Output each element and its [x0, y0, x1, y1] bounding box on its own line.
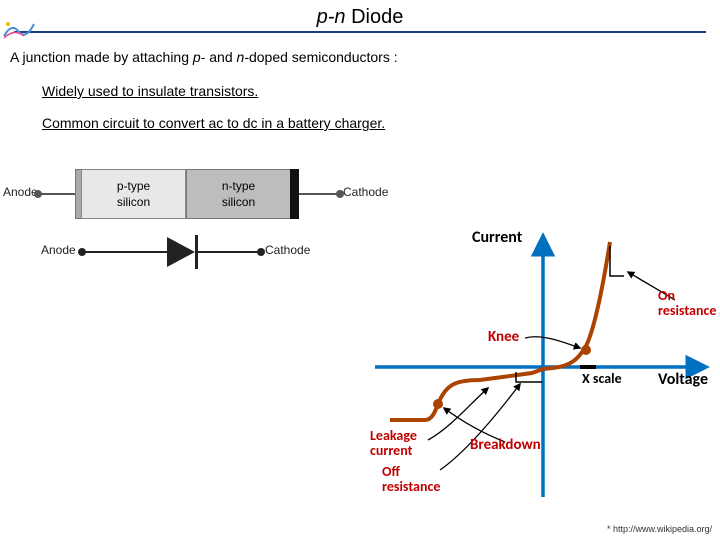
symbol-wire-left: [83, 251, 167, 253]
off-resistance-label: Off resistance: [382, 464, 440, 495]
intro-text: A junction made by attaching p- and n-do…: [10, 49, 710, 65]
on-slope-mark: [610, 246, 624, 276]
leakage-label: Leakage current: [370, 428, 417, 459]
p-type-block: p-type silicon: [81, 169, 186, 219]
xscale-label: X scale: [582, 370, 622, 387]
anode-label-1: Anode: [3, 185, 38, 199]
on-resistance-label: On resistance: [658, 288, 716, 319]
intro-pre: A junction made by attaching: [10, 49, 193, 65]
leak-l2: current: [370, 442, 412, 459]
ptype-line1: p-type: [117, 179, 150, 193]
cathode-label-1: Cathode: [343, 185, 388, 199]
knee-arrow: [525, 337, 580, 348]
logo-icon: [2, 18, 36, 40]
page-title: p-n Diode: [317, 6, 404, 29]
voltage-label: Voltage: [658, 370, 708, 389]
knee-point: [581, 345, 591, 355]
title-rest: Diode: [346, 6, 404, 28]
current-label: Current: [472, 228, 522, 247]
title-pn: p-n: [317, 6, 346, 28]
content-area: A junction made by attaching p- and n-do…: [0, 33, 720, 131]
onres-l2: resistance: [658, 302, 716, 319]
ptype-line2: silicon: [117, 195, 150, 209]
breakdown-label: Breakdown: [470, 436, 541, 454]
off-resistance-arrow: [440, 384, 520, 470]
cathode-label-2: Cathode: [265, 243, 310, 257]
citation-footer: * http://www.wikipedia.org/: [607, 524, 712, 534]
intro-p: p: [193, 49, 201, 65]
diode-triangle-icon: [167, 237, 195, 267]
ntype-line1: n-type: [222, 179, 255, 193]
diode-symbol-row: Anode Cathode: [5, 223, 395, 283]
title-underline: [14, 31, 706, 33]
cathode-wire-block: [299, 193, 339, 195]
n-type-block: n-type silicon: [186, 169, 291, 219]
breakdown-point: [433, 399, 443, 409]
symbol-wire-right: [198, 251, 260, 253]
slide-header: p-n Diode: [0, 0, 720, 33]
bullet-insulate: Widely used to insulate transistors.: [42, 83, 710, 99]
anode-label-2: Anode: [41, 243, 76, 257]
n-contact: [290, 169, 299, 219]
intro-mid: - and: [201, 49, 237, 65]
ntype-line2: silicon: [222, 195, 255, 209]
iv-curve-graph: Current Voltage Knee On resistance X sca…: [370, 232, 720, 512]
bullet-acdc: Common circuit to convert ac to dc in a …: [42, 115, 710, 131]
anode-wire-block: [39, 193, 75, 195]
intro-post: -doped semiconductors :: [244, 49, 397, 65]
junction-diagram: Anode p-type silicon n-type silicon Cath…: [5, 165, 395, 285]
knee-label: Knee: [488, 328, 519, 346]
leakage-arrow: [428, 388, 488, 440]
junction-block-row: Anode p-type silicon n-type silicon Cath…: [5, 165, 395, 223]
off-l2: resistance: [382, 478, 440, 495]
